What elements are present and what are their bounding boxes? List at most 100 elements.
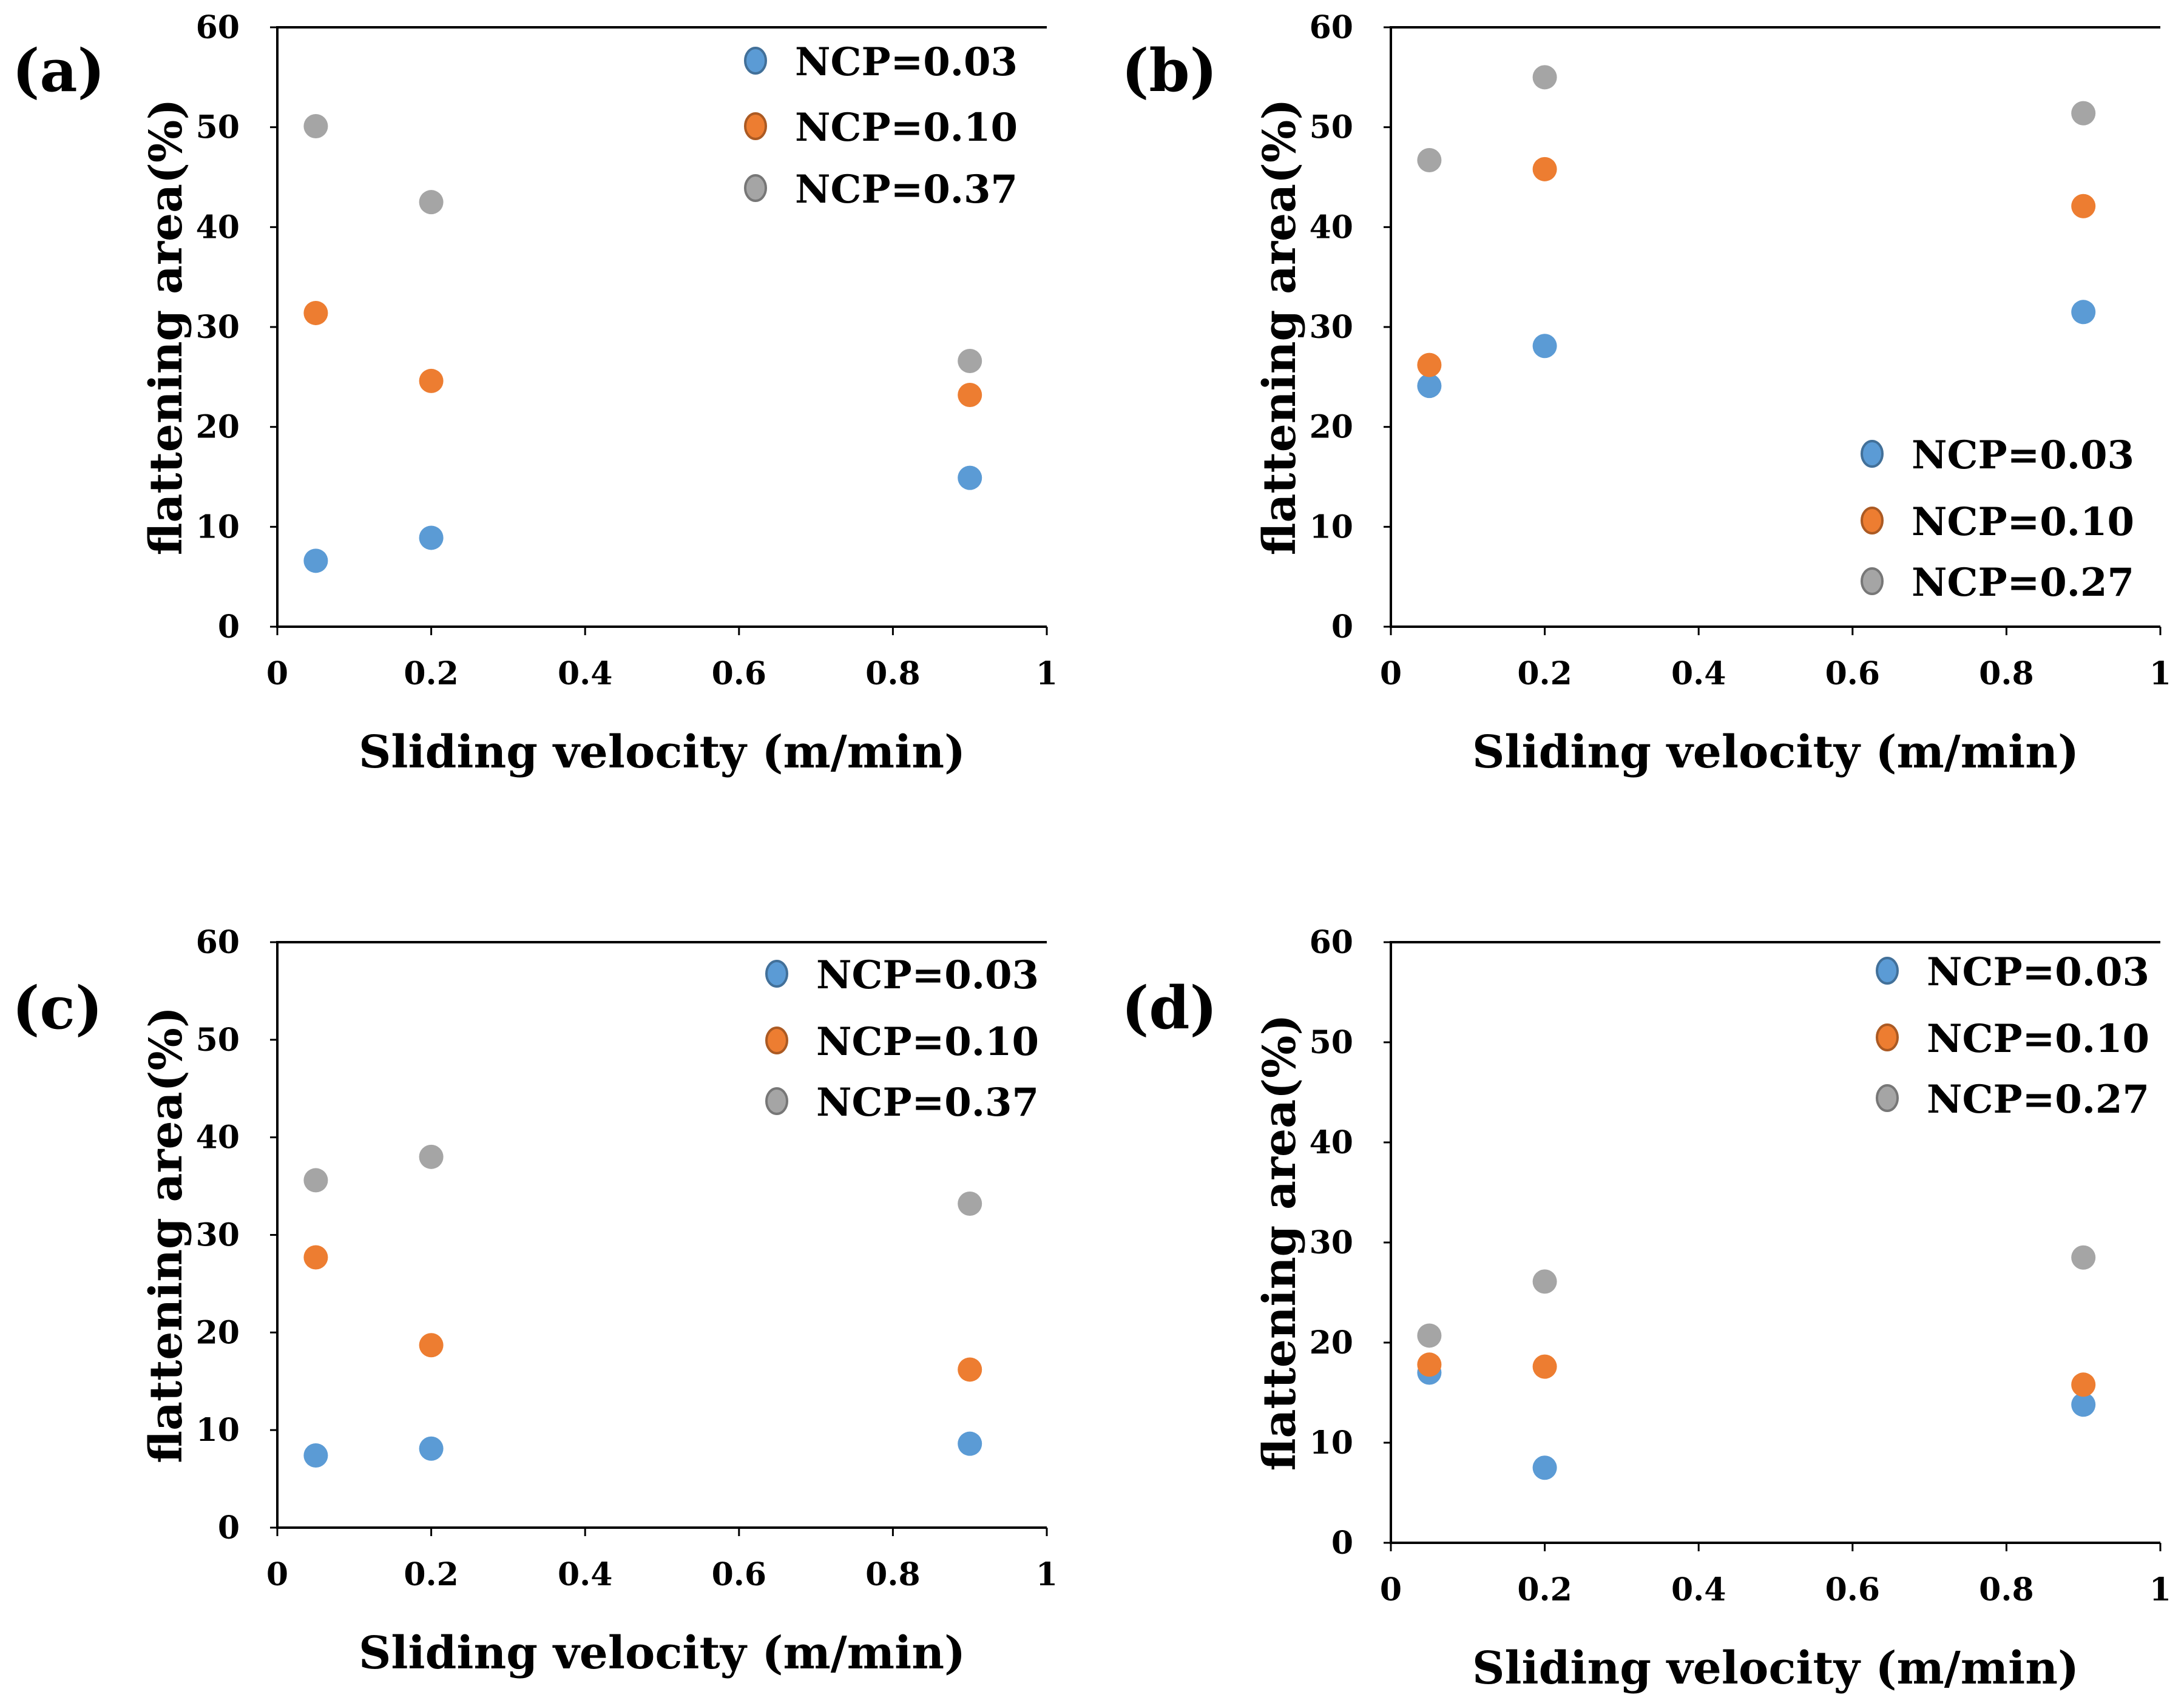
data-point-series-3 — [958, 348, 982, 373]
data-point-series-3 — [419, 1144, 444, 1169]
data-point-series-2 — [1417, 1352, 1442, 1377]
data-point-series-2 — [1417, 352, 1442, 377]
data-point-series-2 — [419, 1333, 444, 1358]
x-tick-label: 0 — [1380, 655, 1402, 692]
legend-marker — [765, 1087, 788, 1115]
x-tick-label: 0.2 — [1517, 655, 1572, 692]
x-tick-label: 0.8 — [1979, 1571, 2034, 1608]
legend-marker — [744, 112, 767, 140]
y-tick-label: 10 — [1310, 508, 1353, 545]
x-tick-label: 1 — [1036, 655, 1058, 692]
legend-label: NCP=0.10 — [1912, 499, 2134, 545]
panel-label: (c) — [12, 974, 103, 1042]
x-tick-label: 0.4 — [1671, 655, 1726, 692]
y-tick-label: 40 — [196, 1119, 240, 1156]
legend-marker — [1861, 507, 1884, 534]
y-tick-label: 10 — [196, 508, 240, 545]
legend-label: NCP=0.03 — [1912, 433, 2134, 478]
y-axis-title: flattening area(%) — [1254, 1014, 1306, 1471]
data-point-series-3 — [1532, 1269, 1557, 1294]
chart-panel-3: 0 10 20 30 40 50 60 0 0.2 0.4 0.6 0.8 1 Sliding veloc… — [12, 924, 1058, 1679]
data-point-series-2 — [1532, 157, 1557, 181]
y-tick-label: 0 — [1331, 609, 1353, 646]
legend-marker — [744, 174, 767, 202]
x-axis-title: Sliding velocity (m/min) — [359, 726, 965, 778]
chart-panel-1: 0 10 20 30 40 50 60 0 0.2 0.4 0.6 0.8 1 Sliding veloc… — [12, 9, 1058, 778]
data-point-series-1 — [419, 1436, 444, 1461]
y-tick-label: 50 — [196, 109, 240, 146]
x-tick-label: 0.4 — [1671, 1571, 1726, 1608]
legend-marker — [1876, 1023, 1899, 1051]
data-point-series-3 — [303, 114, 328, 139]
x-tick-label: 1 — [1036, 1556, 1058, 1593]
legend: NCP=0.03 NCP=0.10 NCP=0.37 — [765, 952, 1039, 1125]
legend-label: NCP=0.10 — [1927, 1016, 2149, 1062]
legend-marker — [765, 1027, 788, 1054]
y-axis-title: flattening area(%) — [140, 1006, 192, 1463]
legend-label: NCP=0.37 — [795, 167, 1018, 212]
y-tick-label: 60 — [196, 924, 240, 961]
data-point-series-3 — [1532, 65, 1557, 90]
x-tick-label: 0 — [266, 1556, 288, 1593]
y-tick-label: 30 — [1310, 1224, 1353, 1261]
x-tick-label: 1 — [2149, 655, 2171, 692]
legend-marker — [1861, 440, 1884, 468]
y-tick-label: 60 — [1310, 9, 1353, 46]
data-point-series-3 — [303, 1168, 328, 1193]
data-point-series-2 — [2071, 1372, 2096, 1397]
y-tick-label: 30 — [196, 309, 240, 346]
y-tick-label: 40 — [1310, 1124, 1353, 1161]
x-axis-title: Sliding velocity (m/min) — [359, 1627, 965, 1679]
x-tick-label: 0.6 — [1825, 1571, 1880, 1608]
legend-label: NCP=0.03 — [816, 952, 1039, 998]
y-tick-label: 20 — [196, 1314, 240, 1351]
y-tick-label: 0 — [218, 1509, 240, 1546]
x-tick-label: 0.8 — [1979, 655, 2034, 692]
x-tick-label: 0.8 — [865, 655, 920, 692]
data-point-series-2 — [958, 1357, 982, 1382]
legend-marker — [1861, 567, 1884, 595]
legend-marker — [1876, 1084, 1899, 1112]
data-point-series-1 — [419, 525, 444, 550]
legend-label: NCP=0.27 — [1927, 1077, 2149, 1122]
data-point-series-2 — [303, 1245, 328, 1270]
x-tick-label: 0.2 — [404, 655, 458, 692]
y-tick-label: 60 — [196, 9, 240, 46]
data-point-series-1 — [2071, 1392, 2096, 1417]
chart-panel-2: 0 10 20 30 40 50 60 0 0.2 0.4 0.6 0.8 1 Sliding veloc… — [1121, 9, 2171, 778]
y-tick-label: 10 — [1310, 1424, 1353, 1462]
panel-label: (d) — [1121, 974, 1217, 1042]
legend-label: NCP=0.10 — [816, 1019, 1039, 1065]
x-tick-label: 0.4 — [558, 655, 612, 692]
y-axis-title: flattening area(%) — [1254, 99, 1306, 556]
data-point-series-1 — [303, 548, 328, 573]
data-point-series-3 — [1417, 1323, 1442, 1348]
x-tick-label: 0.6 — [1825, 655, 1880, 692]
data-point-series-2 — [419, 368, 444, 393]
data-point-series-1 — [1417, 374, 1442, 399]
y-tick-label: 30 — [196, 1217, 240, 1254]
x-axis-title: Sliding velocity (m/min) — [1472, 1642, 2079, 1694]
data-point-series-3 — [958, 1192, 982, 1216]
data-point-series-1 — [958, 1431, 982, 1456]
data-point-series-3 — [2071, 101, 2096, 126]
y-tick-label: 30 — [1310, 309, 1353, 346]
panel-label: (b) — [1121, 36, 1217, 105]
y-tick-label: 50 — [1310, 109, 1353, 146]
x-tick-label: 0 — [266, 655, 288, 692]
y-tick-label: 50 — [196, 1022, 240, 1059]
data-point-series-3 — [2071, 1245, 2096, 1270]
data-point-series-1 — [1532, 334, 1557, 359]
legend-marker — [765, 960, 788, 988]
chart-panel-4: 0 10 20 30 40 50 60 0 0.2 0.4 0.6 0.8 1 Sliding veloc… — [1121, 924, 2171, 1694]
y-tick-label: 60 — [1310, 924, 1353, 961]
y-axis-title: flattening area(%) — [140, 99, 192, 556]
legend-label: NCP=0.10 — [795, 105, 1018, 150]
legend: NCP=0.03 NCP=0.10 NCP=0.27 — [1876, 949, 2149, 1122]
x-tick-label: 0 — [1380, 1571, 1402, 1608]
data-point-series-2 — [2071, 194, 2096, 218]
data-point-series-3 — [419, 190, 444, 215]
x-tick-label: 0.6 — [712, 655, 766, 692]
legend-label: NCP=0.37 — [816, 1080, 1039, 1125]
y-tick-label: 20 — [1310, 1324, 1353, 1361]
